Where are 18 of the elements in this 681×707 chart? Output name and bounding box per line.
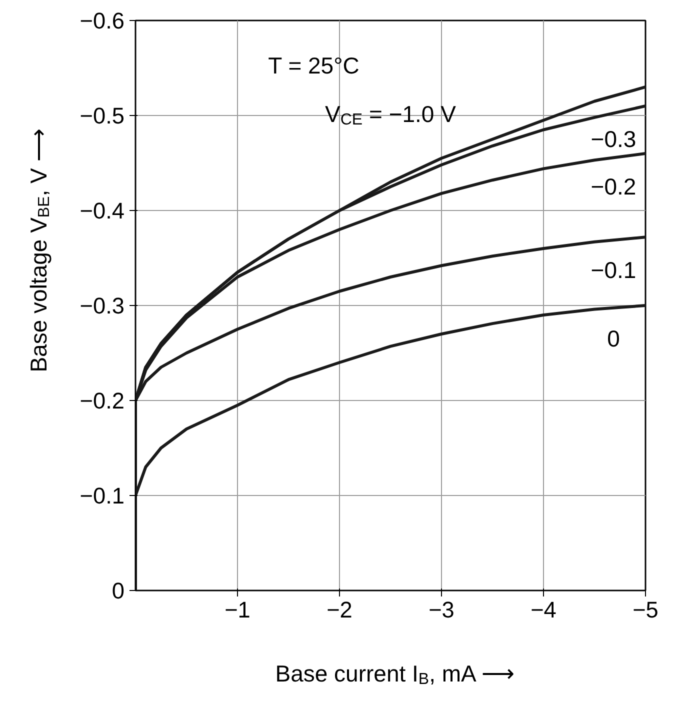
x-tick-label: −2 xyxy=(326,596,352,622)
x-tick-label: −4 xyxy=(530,596,556,622)
series-label: 0 xyxy=(607,326,620,352)
series-label: −0.1 xyxy=(590,257,636,284)
series-label: −0.3 xyxy=(590,126,636,152)
x-tick-label: −5 xyxy=(632,596,658,622)
y-tick-label: −0.5 xyxy=(80,102,125,128)
y-tick-label: −0.3 xyxy=(80,292,125,318)
y-tick-label: −0.4 xyxy=(80,198,125,224)
y-tick-label: −0.1 xyxy=(80,482,125,508)
x-tick-label: −1 xyxy=(224,596,250,622)
y-axis-title: Base voltage VBE, V ⟶ xyxy=(26,128,53,372)
annotation: T = 25°C xyxy=(268,52,360,78)
y-tick-label: −0.2 xyxy=(80,388,125,414)
x-tick-label: −3 xyxy=(428,596,454,622)
y-tick-label: −0.6 xyxy=(80,8,125,34)
y-tick-label: 0 xyxy=(112,578,125,604)
series-label: −0.2 xyxy=(590,174,636,200)
